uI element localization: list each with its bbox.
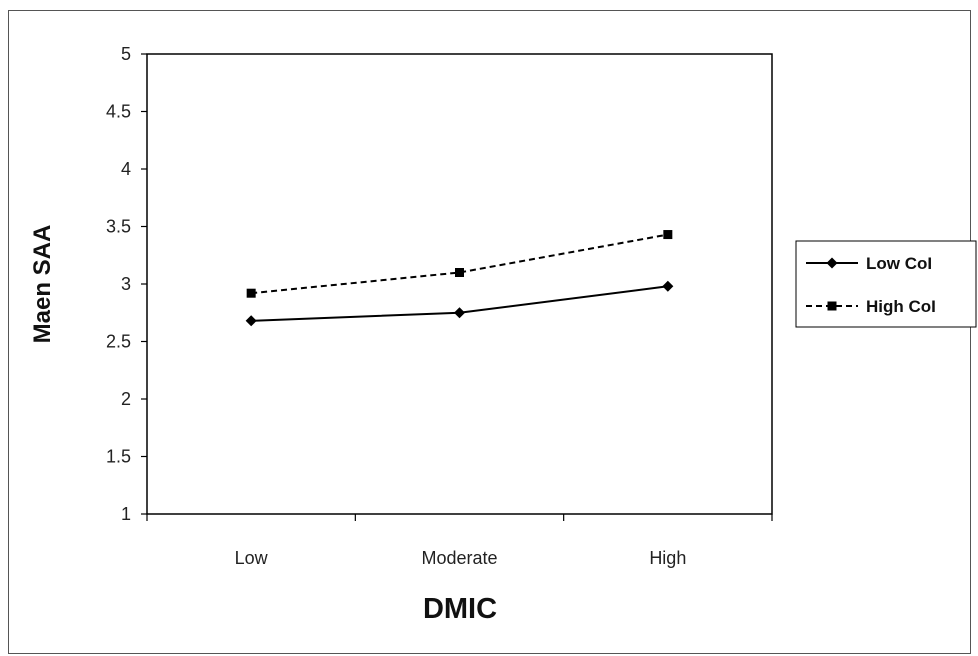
x-tick-label: High [649,548,686,568]
x-tick-label: Moderate [421,548,497,568]
legend-marker-swatch [826,257,838,269]
series-0 [245,280,674,327]
legend-item: High CoI [806,297,936,316]
data-point [454,307,465,319]
y-tick-label: 1 [121,504,131,524]
y-tick-label: 4 [121,159,131,179]
x-axis: Low Moderate High [146,514,773,568]
y-axis: 1 1.5 2 2.5 3 3.5 4 4.5 5 [106,44,147,524]
legend-box [795,240,977,328]
series-line [251,233,669,295]
y-tick-label: 1.5 [106,447,131,467]
data-point [662,280,674,292]
data-point [246,288,256,298]
data-point [245,315,257,327]
legend-label: High CoI [866,297,936,316]
plot-area [146,53,773,515]
y-tick-label: 2.5 [106,332,131,352]
y-tick-label: 4.5 [106,102,131,122]
y-tick-label: 5 [121,44,131,64]
x-tick-label: Low [235,548,269,568]
x-axis-title: DMIC [423,593,497,625]
series-layer [245,230,674,327]
legend-item: Low CoI [806,254,932,273]
y-tick-label: 3 [121,274,131,294]
y-tick-label: 3.5 [106,217,131,237]
legend-label: Low CoI [866,254,932,273]
y-tick-label: 2 [121,389,131,409]
y-axis-title: Maen SAA [29,225,56,344]
legend-marker-swatch [827,301,837,311]
legend: Low CoI High CoI [795,240,977,328]
data-point [455,268,464,277]
data-point [663,230,673,240]
series-1 [246,230,673,298]
